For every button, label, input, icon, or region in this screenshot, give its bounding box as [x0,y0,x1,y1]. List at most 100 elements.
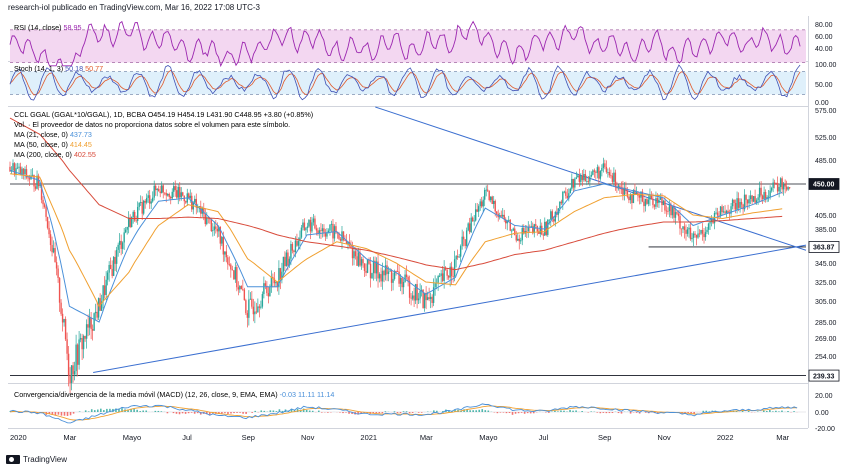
macd-histogram-bar [781,410,783,412]
candle-body [94,311,97,314]
candle-body [482,199,484,207]
macd-histogram-bar [178,412,181,415]
macd-histogram-bar [381,412,384,414]
candle-body [261,294,264,307]
candle-body [535,224,537,226]
macd-histogram-bar [657,412,659,414]
macd-histogram-bar [181,412,184,414]
macd-histogram-bar [36,412,39,414]
candle-body [305,228,307,231]
macd-histogram-bar [133,409,135,412]
macd-histogram-bar [57,412,60,415]
candle-body [548,219,550,221]
candle-body [142,200,145,214]
candle-body [18,166,20,168]
macd-histogram-bar [420,412,423,413]
candle-body [425,292,427,301]
macd-histogram-bar [702,410,705,412]
macd-histogram-bar [321,412,323,413]
macd-histogram-bar [221,412,223,414]
candle-body [96,311,98,318]
candle-body [155,185,157,191]
price-tick-label: 485.00 [815,158,837,165]
candle-body [601,168,603,172]
candle-body [676,212,678,214]
candle-body [248,299,250,318]
candle-body [658,199,660,203]
macd-histogram-bar [690,412,692,414]
candle-body [372,260,375,274]
macd-histogram-bar [251,412,253,413]
candle-body [550,211,552,220]
candle-body [757,197,759,201]
candle-body [449,266,451,278]
candle-body [150,201,152,204]
price-badge-label: 450.00 [813,182,835,189]
candle-body [431,296,433,303]
macd-histogram-bar [378,412,381,414]
candle-body [288,258,291,266]
candle-body [685,230,687,234]
candle-body [159,191,161,194]
candle-body [290,244,292,259]
candle-body [665,210,668,212]
macd-histogram-bar [557,411,559,412]
candle-body [487,189,489,191]
y-axis: 80.0060.0040.00100.0050.000.00575.00525.… [808,22,840,433]
candle-body [249,298,252,300]
candle-body [105,279,107,296]
macd-histogram-bar [747,411,750,412]
candle-body [659,197,662,200]
macd-histogram-bar [245,412,247,414]
candle-body [668,204,671,212]
macd-histogram-bar [529,412,532,414]
candle-body [704,232,707,238]
candle-body [542,234,544,236]
candle-body [245,300,247,314]
candle-body [518,238,520,242]
candle-body [270,276,273,287]
candle-body [569,188,572,194]
macd-histogram-bar [269,410,272,412]
candle-body [508,219,510,221]
candle-body [287,252,289,266]
candle-body [539,225,541,234]
candle-body [748,198,750,204]
macd-histogram-bar [454,409,456,412]
candle-body [335,226,337,233]
candle-body [351,247,354,259]
candle-body [770,188,773,191]
candle-body [365,270,367,273]
macd-histogram-bar [684,412,686,413]
x-tick-label: Sep [242,433,255,442]
candle-body [761,195,764,199]
candle-body [299,237,301,242]
candle-body [682,226,684,229]
candle-body [19,166,22,175]
candle-body [300,227,303,238]
candle-body [628,196,630,201]
candle-body [179,186,181,198]
candle-body [686,229,689,234]
candle-body [117,244,119,250]
candle-body [224,251,226,255]
candle-body [97,298,100,318]
candle-body [294,240,297,253]
candle-body [485,189,487,191]
candle-body [511,230,513,232]
x-tick-label: 2022 [717,433,734,442]
candle-body [707,223,710,230]
candle-body [456,256,459,258]
macd-histogram-bar [787,411,789,412]
candle-body [118,240,121,245]
candle-body [662,200,665,206]
candle-body [592,170,594,175]
candle-body [743,194,746,210]
candle-body [532,226,534,234]
candle-body [135,220,137,222]
price-badge [808,369,840,382]
macd-histogram-bar [302,408,305,412]
candle-body [318,230,321,234]
candle-body [698,233,701,235]
